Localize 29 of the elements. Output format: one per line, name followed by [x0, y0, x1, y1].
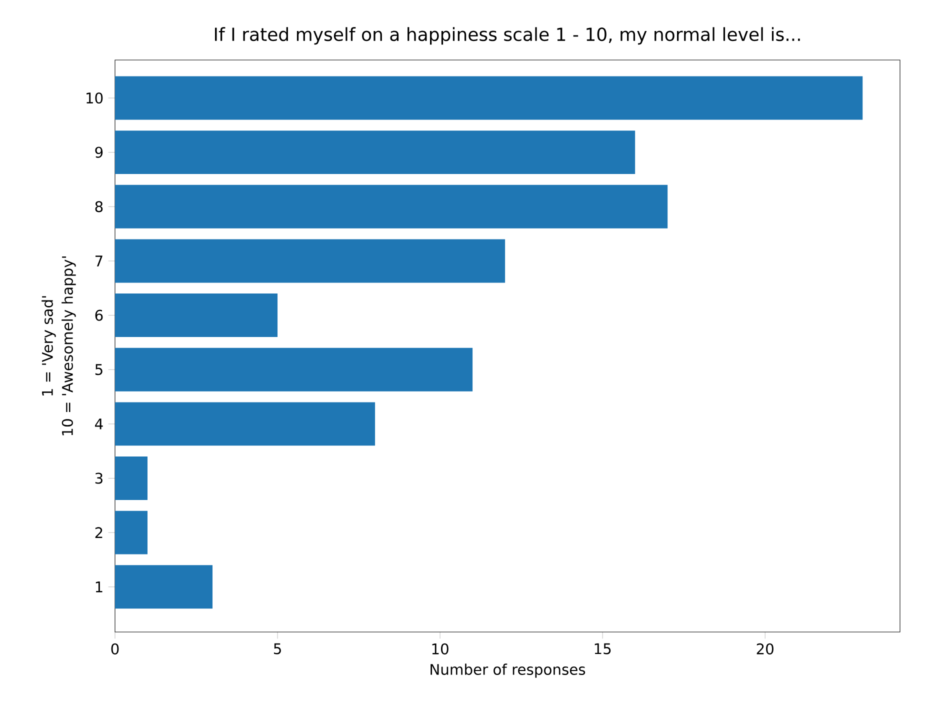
y-tick-label: 6	[95, 310, 103, 321]
text: 1 = 'Very sad'	[42, 296, 56, 396]
x-tick-label: 0	[111, 643, 119, 654]
x-tick-label: 15	[594, 643, 611, 654]
bar	[115, 239, 506, 283]
bar	[115, 76, 863, 120]
y-tick-label: 3	[95, 472, 102, 484]
chart-title: If I rated myself on a happiness scale 1 - 10, my normal level is...	[215, 27, 800, 45]
text: 10 = 'Awesomely happy'	[62, 256, 76, 436]
bar	[115, 184, 668, 228]
y-tick-label: 1	[96, 582, 102, 592]
bar	[115, 565, 213, 609]
bar	[115, 456, 148, 500]
y-tick-label: 9	[95, 146, 103, 158]
bar	[115, 402, 376, 446]
bar	[115, 130, 636, 174]
y-tick-label: 10	[86, 92, 103, 104]
y-tick-label: 4	[95, 418, 103, 430]
x-axis-title: Number of responses	[430, 664, 586, 678]
y-tick-label: 8	[95, 201, 103, 212]
x-tick-label: 5	[274, 643, 281, 654]
bar	[115, 294, 278, 338]
bar	[115, 348, 473, 392]
x-tick-label: 10	[432, 643, 448, 654]
y-tick-label: 2	[95, 527, 102, 538]
y-tick-label: 7	[96, 256, 102, 266]
x-tick-label: 20	[756, 643, 774, 654]
y-tick-label: 5	[95, 364, 102, 376]
bar	[115, 510, 148, 554]
